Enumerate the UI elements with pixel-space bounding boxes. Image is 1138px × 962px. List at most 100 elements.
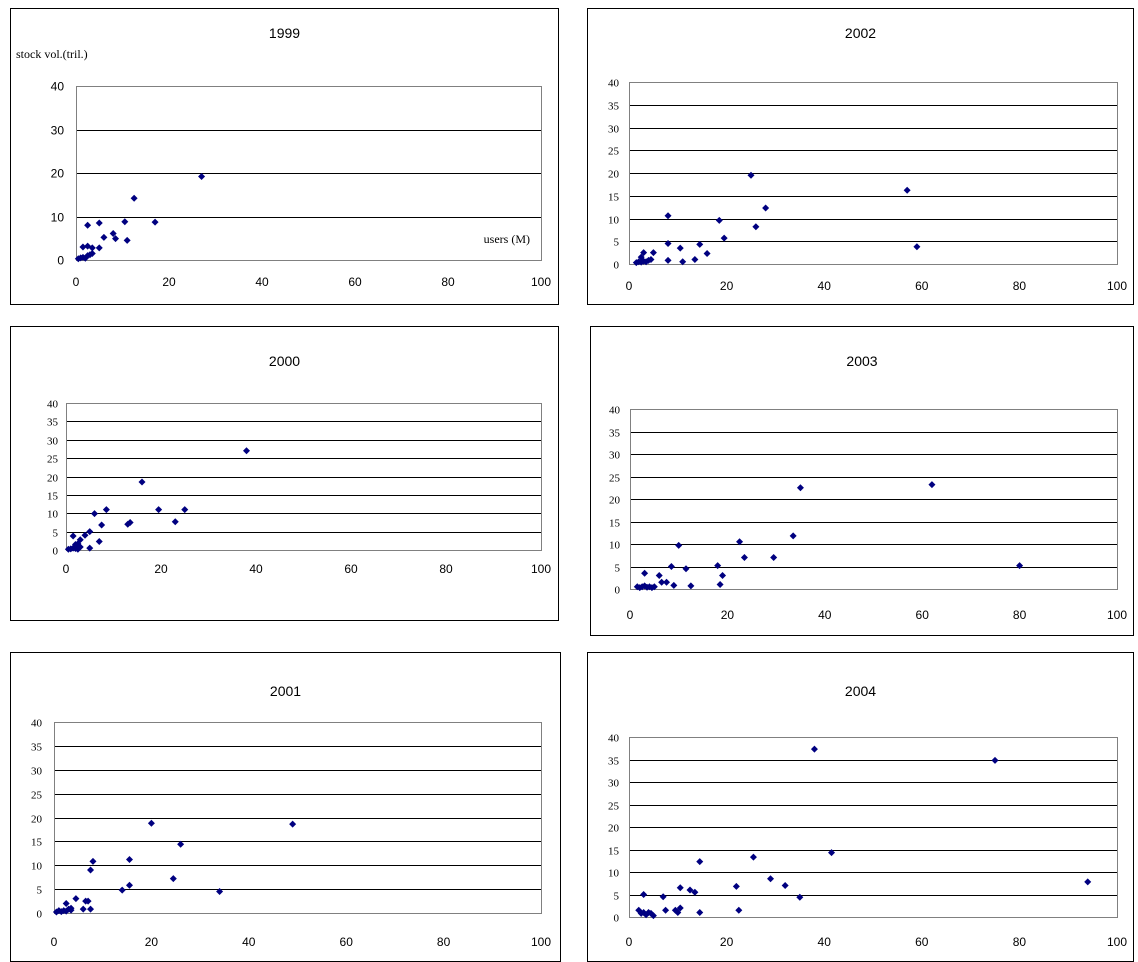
x-tick-label: 40 [818, 935, 832, 949]
y-tick-label: 20 [609, 495, 621, 507]
x-tick-label: 60 [915, 279, 929, 293]
data-point [138, 478, 146, 486]
data-point [676, 884, 684, 892]
x-tick-label: 60 [916, 608, 930, 622]
chart-frame [587, 8, 1134, 305]
data-point [719, 572, 727, 579]
x-tick-label: 80 [441, 275, 455, 289]
data-point [289, 820, 297, 828]
data-point [686, 886, 694, 894]
data-point [767, 875, 775, 883]
chart-title: 2000 [269, 353, 300, 369]
data-point [109, 229, 117, 237]
y-tick-label: 30 [608, 778, 620, 790]
data-point [181, 506, 189, 514]
data-point [86, 544, 94, 552]
y-tick-label: 40 [51, 80, 65, 94]
data-point [696, 858, 704, 866]
data-point [655, 572, 663, 579]
data-point [664, 256, 672, 264]
data-point [76, 536, 84, 544]
data-point [664, 212, 672, 220]
y-tick-label: 5 [615, 563, 621, 575]
chart-title: 2004 [845, 683, 876, 699]
x-tick-label: 40 [249, 562, 263, 576]
data-point [770, 554, 778, 561]
data-point [740, 554, 748, 561]
data-point [647, 255, 655, 263]
data-point [86, 528, 94, 536]
data-point [147, 819, 155, 827]
plot-area [54, 722, 542, 914]
x-tick-label: 100 [1107, 608, 1127, 622]
data-point [687, 582, 695, 590]
y-tick-label: 0 [37, 909, 43, 921]
y-tick-label: 20 [31, 814, 43, 826]
data-point [720, 234, 728, 242]
data-point [736, 538, 744, 546]
x-tick-label: 40 [818, 279, 832, 293]
data-point [781, 882, 789, 889]
y-tick-label: 20 [51, 167, 65, 181]
data-point [649, 249, 657, 257]
data-point [98, 521, 106, 529]
data-point [87, 866, 95, 874]
data-point [796, 484, 804, 492]
data-point [691, 888, 699, 896]
chart-title: 1999 [269, 25, 300, 41]
data-point [715, 216, 723, 224]
data-point [95, 538, 103, 546]
data-point [789, 532, 797, 540]
data-point [659, 893, 667, 901]
data-point [991, 756, 999, 764]
x-tick-label: 20 [154, 562, 168, 576]
chart-panel-2000: 2000 0 5 10 15 20 25 30 35 40 0 20 40 60 80 100 [10, 326, 559, 621]
data-point [126, 518, 134, 526]
chart-panel-2004: 2004 0 5 10 15 20 25 30 35 40 0 20 40 60 80 100 [587, 652, 1134, 962]
x-tick-label: 0 [626, 279, 633, 293]
data-point [658, 578, 666, 586]
y-tick-label: 40 [608, 78, 620, 90]
data-point [735, 906, 743, 914]
data-point [84, 221, 92, 229]
data-point [67, 904, 75, 912]
y-tick-label: 40 [608, 733, 620, 745]
data-point [155, 506, 163, 514]
data-point [696, 909, 704, 916]
data-point [91, 510, 98, 518]
chart-frame [590, 326, 1134, 636]
data-point [171, 518, 179, 526]
chart-frame [10, 8, 559, 305]
data-point [130, 194, 138, 202]
data-point [72, 895, 80, 903]
data-point [125, 881, 133, 889]
x-tick-label: 100 [1107, 935, 1127, 949]
y-tick-label: 0 [53, 546, 59, 558]
data-point [682, 565, 690, 573]
plot-area [76, 86, 542, 261]
y-tick-label: 10 [608, 215, 620, 227]
data-point [703, 250, 711, 258]
y-tick-label: 0 [615, 585, 621, 597]
data-point [1084, 878, 1092, 886]
chart-title: 2003 [846, 353, 877, 369]
data-point [667, 563, 675, 570]
data-point [810, 745, 818, 753]
y-tick-label: 25 [31, 790, 43, 802]
data-point [102, 506, 110, 514]
y-tick-label: 15 [609, 518, 621, 530]
x-tick-label: 100 [531, 275, 551, 289]
data-point [928, 481, 936, 489]
plot-area [629, 82, 1118, 265]
data-point [69, 532, 77, 540]
y-tick-label: 30 [608, 124, 620, 136]
y-tick-label: 10 [47, 509, 59, 521]
data-point [112, 235, 120, 243]
x-tick-label: 60 [344, 562, 358, 576]
y-tick-label: 40 [609, 405, 621, 417]
x-tick-label: 0 [627, 608, 634, 622]
x-axis-label: users (M) [484, 232, 530, 246]
x-tick-label: 60 [348, 275, 362, 289]
data-point [79, 243, 87, 251]
data-point [81, 531, 89, 539]
